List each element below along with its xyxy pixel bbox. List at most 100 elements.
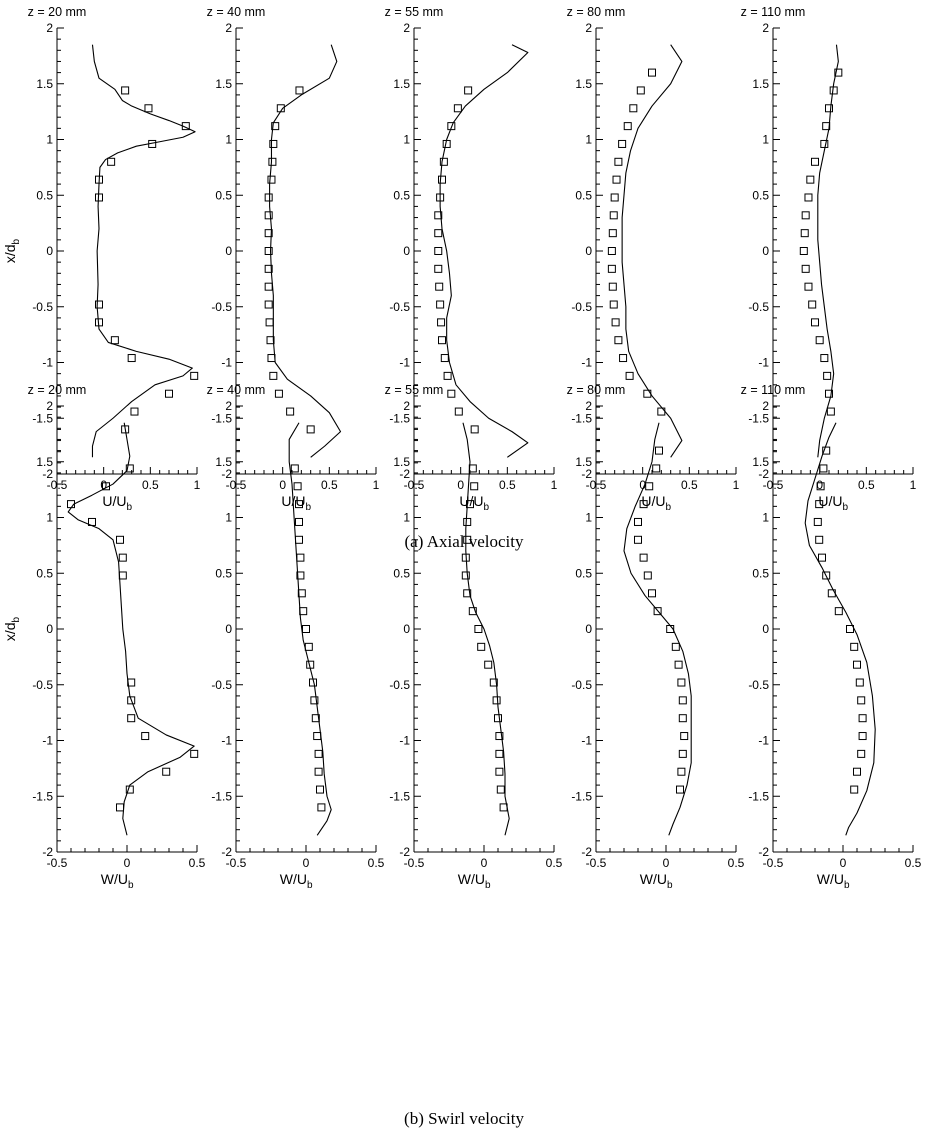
experiment-marker: [314, 767, 323, 776]
x-axis-label-main: U/U: [818, 493, 842, 509]
x-tick-label: 0.5: [546, 856, 563, 870]
simulation-line: [67, 422, 195, 836]
experiment-marker: [811, 318, 819, 327]
experiment-marker: [813, 517, 822, 526]
experiment-marker: [611, 318, 620, 327]
panels: -2 -1.5 -1 -0.5 0 0.5 1 1.5 2 -0.5 0 0.5 1 z = 20 mm U…: [2, 5, 922, 891]
experiment-marker: [614, 157, 623, 166]
experiment-marker: [850, 785, 859, 794]
experiment-marker: [607, 264, 616, 273]
experiment-marker: [492, 696, 501, 705]
y-tick-label: 1.5: [215, 455, 232, 469]
y-tick-label: 2: [762, 399, 769, 413]
experiment-marker: [67, 500, 75, 509]
x-axis-label: U/Ub: [102, 493, 132, 513]
experiment-marker: [306, 425, 315, 434]
experiment-marker: [268, 157, 277, 166]
x-axis-label: W/Ub: [458, 871, 491, 891]
x-axis-label: U/Ub: [281, 493, 311, 513]
y-tick-label: -1: [399, 734, 410, 748]
y-axis-label-main: x/d: [2, 622, 18, 641]
experiment-marker: [310, 696, 319, 705]
panel-title: z = 80 mm: [567, 5, 626, 19]
y-tick-label: 2: [403, 21, 410, 35]
y-tick-label: 1: [46, 133, 53, 147]
experiment-marker: [639, 553, 648, 562]
y-tick-label: -2: [42, 845, 53, 859]
experiment-marker: [125, 785, 134, 794]
experiment-marker: [267, 175, 276, 184]
experiment-marker: [95, 175, 103, 184]
x-tick-label: 0.5: [858, 478, 875, 492]
y-tick-label: 1: [403, 133, 410, 147]
experiment-marker: [618, 139, 627, 148]
y-tick-label: -0.5: [32, 300, 53, 314]
chart-panel-r1c4: -2 -1.5 -1 -0.5 0 0.5 1 1.5 2 -0.5 0 0.5 z = 110 mm W…: [741, 383, 922, 891]
panel-title: z = 40 mm: [207, 5, 266, 19]
panel-title: z = 110 mm: [741, 383, 806, 397]
experiment-marker: [302, 625, 310, 633]
y-tick-label: 2: [225, 21, 232, 35]
experiment-marker: [815, 500, 824, 509]
chart-panel-r1c1: -2 -1.5 -1 -0.5 0 0.5 1 1.5 2 -0.5 0 0.5 z = 40 mm W/…: [207, 383, 385, 891]
experiment-marker: [496, 785, 505, 794]
experiment-marker: [311, 714, 320, 723]
experiment-marker: [296, 553, 305, 562]
experiment-marker: [815, 535, 824, 544]
y-tick-label: -0.5: [389, 300, 410, 314]
y-tick-label: 0.5: [215, 188, 232, 202]
experiment-marker: [834, 68, 843, 77]
panel-title: z = 40 mm: [207, 383, 266, 397]
x-tick-label: 0: [457, 478, 464, 492]
chart-panel-r0c2: -2-1.5-1-0.500.511.52-0.5 0 0.5 1z = 55 mmU…: [385, 5, 558, 513]
experiment-marker: [468, 607, 477, 616]
y-tick-label: -1.5: [389, 411, 410, 425]
x-axis-label: U/Ub: [641, 493, 671, 513]
experiment-marker: [130, 407, 139, 416]
experiment-marker: [657, 407, 666, 416]
experiment-marker: [619, 354, 628, 363]
x-axis-label-subscript: b: [305, 502, 311, 513]
experiment-marker: [612, 175, 621, 184]
simulation-line: [269, 44, 342, 458]
y-tick-label: 0: [403, 622, 410, 636]
y-tick-label: -2: [42, 467, 53, 481]
y-tick-label: 0.5: [393, 188, 410, 202]
experiment-marker: [434, 229, 443, 238]
y-tick-label: -2: [581, 845, 592, 859]
y-tick-label: -1: [42, 356, 53, 370]
experiment-marker: [95, 193, 103, 202]
x-tick-label: 0.5: [368, 856, 385, 870]
experiment-marker: [489, 678, 498, 687]
experiment-marker: [434, 264, 443, 273]
x-tick-label: 0: [663, 856, 670, 870]
x-axis-label-subscript: b: [126, 502, 132, 513]
experiment-marker: [295, 517, 303, 526]
y-tick-label: 0.5: [752, 188, 769, 202]
panel-title: z = 55 mm: [385, 5, 444, 19]
y-tick-label: 1: [225, 511, 232, 525]
x-axis-label: U/Ub: [459, 493, 489, 513]
experiment-marker: [447, 122, 456, 131]
y-tick-label: -1.5: [32, 411, 53, 425]
y-tick-label: -1: [581, 734, 592, 748]
x-tick-label: 0: [303, 856, 310, 870]
x-axis-label-subscript: b: [665, 502, 671, 513]
experiment-marker: [857, 696, 866, 705]
experiment-marker: [609, 211, 618, 220]
panel-title: z = 80 mm: [567, 383, 626, 397]
x-tick-label: 0: [481, 856, 488, 870]
y-tick-label: -0.5: [32, 678, 53, 692]
experiment-marker: [295, 86, 304, 95]
experiment-marker: [190, 749, 199, 758]
x-axis-label-subscript: b: [483, 502, 489, 513]
experiment-marker: [639, 500, 648, 509]
x-axis-label-main: U/U: [102, 493, 126, 509]
experiment-marker: [474, 625, 483, 633]
y-tick-label: 1: [585, 511, 592, 525]
y-tick-label: 0: [585, 622, 592, 636]
y-tick-label: 1.5: [393, 455, 410, 469]
y-tick-label: 0: [46, 622, 53, 636]
y-tick-label: -1.5: [32, 789, 53, 803]
